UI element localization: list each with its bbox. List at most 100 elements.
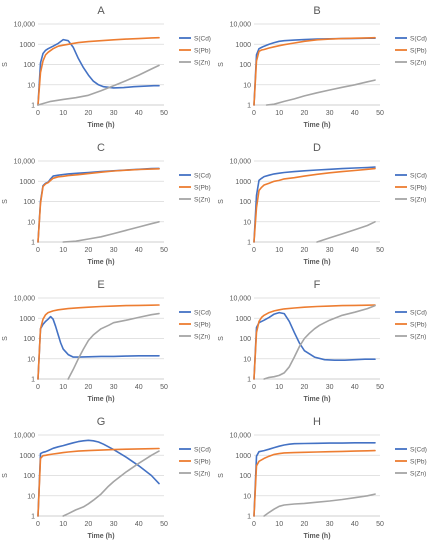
panel-e-x-tick-label: 30	[110, 384, 118, 391]
panel-e-series-pb-line	[37, 304, 160, 380]
panel-g-y-tick-label: 100	[23, 473, 35, 480]
panel-e-x-tick-label: 20	[85, 384, 93, 391]
panel-f-legend-zn-label: S(Zn)	[410, 334, 426, 341]
panel-g-series-pb-line	[37, 447, 160, 517]
panel-g-series-zn-line	[62, 450, 160, 517]
panel-f-series-zn-line	[263, 304, 376, 380]
panel-d-x-tick-label: 30	[326, 247, 334, 254]
panel-f-y-tick-label: 10,000	[230, 296, 252, 303]
panel-d-x-tick-label: 20	[301, 247, 309, 254]
panel-a-x-tick-label: 30	[110, 110, 118, 117]
panel-d-y-tick-label: 10,000	[230, 159, 252, 166]
panel-a-title: A	[97, 5, 105, 17]
panel-b-legend-pb-label: S(Pb)	[410, 48, 427, 55]
panel-c-x-tick-label: 0	[36, 247, 40, 254]
panel-h-legend-pb-label: S(Pb)	[410, 459, 427, 466]
panel-a-y-tick-label: 1	[31, 103, 35, 110]
panel-g-legend-zn-label: S(Zn)	[194, 471, 210, 478]
panel-g-legend-pb-label: S(Pb)	[194, 459, 211, 466]
panel-f-x-axis-label: Time (h)	[303, 396, 330, 403]
panel-c-series-cd-line	[37, 167, 160, 243]
panel-b-y-tick-label: 1	[247, 103, 251, 110]
panel-b-x-tick-label: 10	[275, 110, 283, 117]
panel-h-y-tick-label: 1000	[235, 453, 251, 460]
panel-e-x-tick-label: 40	[135, 384, 143, 391]
panel-g-x-tick-label: 0	[36, 521, 40, 528]
panel-d-y-tick-label: 100	[239, 199, 251, 206]
panel-e-series-cd-line	[37, 315, 160, 380]
panel-d-series-zn-line	[316, 221, 376, 243]
panel-b-legend-zn-label: S(Zn)	[410, 60, 426, 67]
panel-h-legend-cd-label: S(Cd)	[410, 447, 427, 454]
panel-c-x-tick-label: 30	[110, 247, 118, 254]
panel-d-x-tick-label: 40	[351, 247, 359, 254]
panel-a-legend-cd-label: S(Cd)	[194, 36, 211, 43]
panel-g-x-tick-label: 20	[85, 521, 93, 528]
panel-a-x-tick-label: 50	[160, 110, 168, 117]
panel-e-x-tick-label: 0	[36, 384, 40, 391]
panel-g-y-tick-label: 10	[27, 493, 35, 500]
panel-e-y-tick-label: 100	[23, 336, 35, 343]
panel-a-x-tick-label: 40	[135, 110, 143, 117]
panel-c-title: C	[97, 142, 105, 154]
panel-g-title: G	[97, 416, 106, 428]
panel-a-series-pb-line	[37, 36, 160, 106]
panel-f-title: F	[314, 279, 321, 291]
panel-f-y-axis-label: S	[218, 336, 225, 341]
panel-h-y-tick-label: 10,000	[230, 433, 252, 440]
panel-c-x-tick-label: 50	[160, 247, 168, 254]
panel-a-y-tick-label: 10	[27, 82, 35, 89]
panel-e-y-axis-label: S	[2, 336, 9, 341]
panel-a-series-cd-line	[37, 38, 160, 106]
panel-a-legend-pb-label: S(Pb)	[194, 48, 211, 55]
panel-h-legend-zn-label: S(Zn)	[410, 471, 426, 478]
panel-d-legend-zn-label: S(Zn)	[410, 197, 426, 204]
panel-d-x-tick-label: 50	[376, 247, 384, 254]
panel-h-x-tick-label: 0	[252, 521, 256, 528]
panel-f-x-tick-label: 20	[301, 384, 309, 391]
panel-d-legend-pb-label: S(Pb)	[410, 185, 427, 192]
panel-d-x-axis-label: Time (h)	[303, 259, 330, 266]
panel-c-legend-cd-label: S(Cd)	[194, 173, 211, 180]
panel-c-legend-pb-label: S(Pb)	[194, 185, 211, 192]
panel-f-legend-pb-label: S(Pb)	[410, 322, 427, 329]
panel-d-y-axis-label: S	[218, 199, 225, 204]
panel-e-y-tick-label: 1000	[19, 316, 35, 323]
panel-a-y-tick-label: 1000	[19, 42, 35, 49]
panel-d-y-tick-label: 1000	[235, 179, 251, 186]
panel-d-legend-cd-label: S(Cd)	[410, 173, 427, 180]
panel-e-y-tick-label: 1	[31, 377, 35, 384]
panel-b-y-tick-label: 10,000	[230, 22, 252, 29]
panel-c-x-tick-label: 40	[135, 247, 143, 254]
panel-f-legend-cd-label: S(Cd)	[410, 310, 427, 317]
panel-c-series-pb-line	[37, 168, 160, 243]
panel-b-x-axis-label: Time (h)	[303, 122, 330, 129]
panel-a-x-tick-label: 20	[85, 110, 93, 117]
panel-e-y-tick-label: 10	[27, 356, 35, 363]
panel-d-y-tick-label: 1	[247, 240, 251, 247]
panel-f-series-pb-line	[253, 304, 376, 380]
panel-g-x-tick-label: 30	[110, 521, 118, 528]
panel-b-y-tick-label: 100	[239, 62, 251, 69]
panel-e-x-tick-label: 50	[160, 384, 168, 391]
panel-c-y-tick-label: 1000	[19, 179, 35, 186]
panel-g-x-tick-label: 10	[59, 521, 67, 528]
panel-d-x-tick-label: 10	[275, 247, 283, 254]
panel-c-y-tick-label: 10	[27, 219, 35, 226]
panel-h-series-pb-line	[253, 449, 376, 517]
panel-d-series-cd-line	[253, 166, 376, 243]
panel-b-x-tick-label: 30	[326, 110, 334, 117]
panel-c-series-zn-line	[62, 221, 160, 243]
panel-c-legend-zn-label: S(Zn)	[194, 197, 210, 204]
panel-h-x-tick-label: 50	[376, 521, 384, 528]
panel-g-series-cd-line	[37, 439, 160, 517]
panel-f-x-tick-label: 30	[326, 384, 334, 391]
panel-g-y-tick-label: 1000	[19, 453, 35, 460]
panel-g-y-axis-label: S	[2, 473, 9, 478]
panel-e-legend-cd-label: S(Cd)	[194, 310, 211, 317]
panel-a-x-tick-label: 10	[59, 110, 67, 117]
panel-c-y-tick-label: 10,000	[14, 159, 36, 166]
panel-e-legend-zn-label: S(Zn)	[194, 334, 210, 341]
panel-h-x-tick-label: 20	[301, 521, 309, 528]
panel-a-y-tick-label: 100	[23, 62, 35, 69]
